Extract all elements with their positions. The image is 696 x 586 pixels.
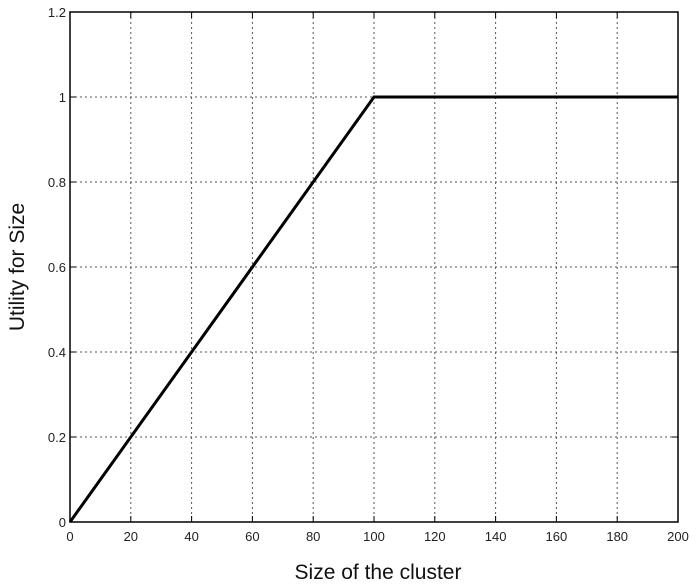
y-tick-label: 0.4 bbox=[48, 345, 66, 360]
x-tick-label: 140 bbox=[485, 529, 507, 544]
x-axis-title: Size of the cluster bbox=[295, 561, 462, 584]
x-tick-label: 60 bbox=[245, 529, 259, 544]
x-tick-label: 180 bbox=[606, 529, 628, 544]
y-tick-label: 1.2 bbox=[48, 5, 66, 20]
series-layer bbox=[68, 95, 678, 523]
x-tick-label: 40 bbox=[184, 529, 198, 544]
y-axis-tick-labels: 0 0.2 0.4 0.6 0.8 1 1.2 bbox=[48, 5, 66, 530]
grid bbox=[70, 12, 678, 522]
x-tick-label: 200 bbox=[667, 529, 689, 544]
x-tick-label: 120 bbox=[424, 529, 446, 544]
y-tick-label: 0 bbox=[59, 515, 66, 530]
x-tick-label: 100 bbox=[363, 529, 385, 544]
y-axis-title: Utility for Size bbox=[6, 203, 29, 331]
x-tick-label: 80 bbox=[306, 529, 320, 544]
y-tick-label: 0.6 bbox=[48, 260, 66, 275]
x-tick-label: 160 bbox=[546, 529, 568, 544]
x-tick-label: 0 bbox=[66, 529, 73, 544]
y-tick-label: 1 bbox=[59, 90, 66, 105]
series-line bbox=[68, 95, 678, 523]
x-tick-label: 20 bbox=[124, 529, 138, 544]
y-tick-label: 0.2 bbox=[48, 430, 66, 445]
y-tick-label: 0.8 bbox=[48, 175, 66, 190]
x-axis-tick-labels: 0 20 40 60 80 100 120 140 160 180 200 bbox=[66, 529, 688, 544]
